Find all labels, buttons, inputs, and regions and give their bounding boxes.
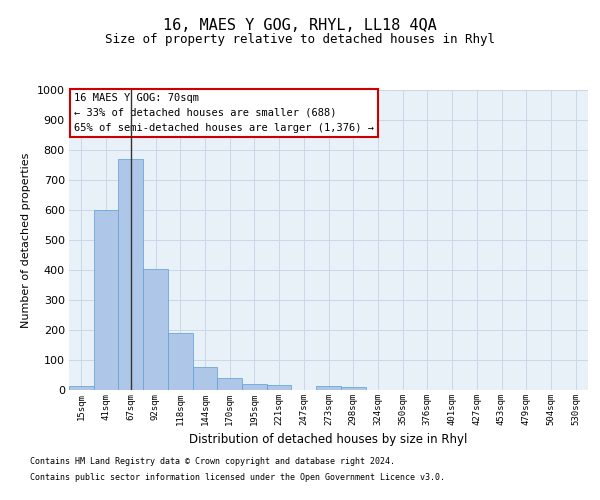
Text: 16 MAES Y GOG: 70sqm
← 33% of detached houses are smaller (688)
65% of semi-deta: 16 MAES Y GOG: 70sqm ← 33% of detached h…	[74, 93, 374, 132]
Bar	[217, 378, 242, 390]
Text: Contains HM Land Registry data © Crown copyright and database right 2024.: Contains HM Land Registry data © Crown c…	[30, 458, 395, 466]
Bar	[168, 333, 193, 390]
Bar	[143, 268, 168, 390]
Text: Contains public sector information licensed under the Open Government Licence v3: Contains public sector information licen…	[30, 472, 445, 482]
Bar	[267, 385, 292, 390]
Bar	[193, 366, 217, 390]
Bar	[118, 159, 143, 390]
Bar	[94, 210, 118, 390]
Bar	[69, 386, 94, 390]
Y-axis label: Number of detached properties: Number of detached properties	[21, 152, 31, 328]
Bar	[316, 386, 341, 390]
Bar	[242, 384, 267, 390]
X-axis label: Distribution of detached houses by size in Rhyl: Distribution of detached houses by size …	[190, 434, 467, 446]
Bar	[341, 387, 365, 390]
Text: Size of property relative to detached houses in Rhyl: Size of property relative to detached ho…	[105, 32, 495, 46]
Text: 16, MAES Y GOG, RHYL, LL18 4QA: 16, MAES Y GOG, RHYL, LL18 4QA	[163, 18, 437, 32]
